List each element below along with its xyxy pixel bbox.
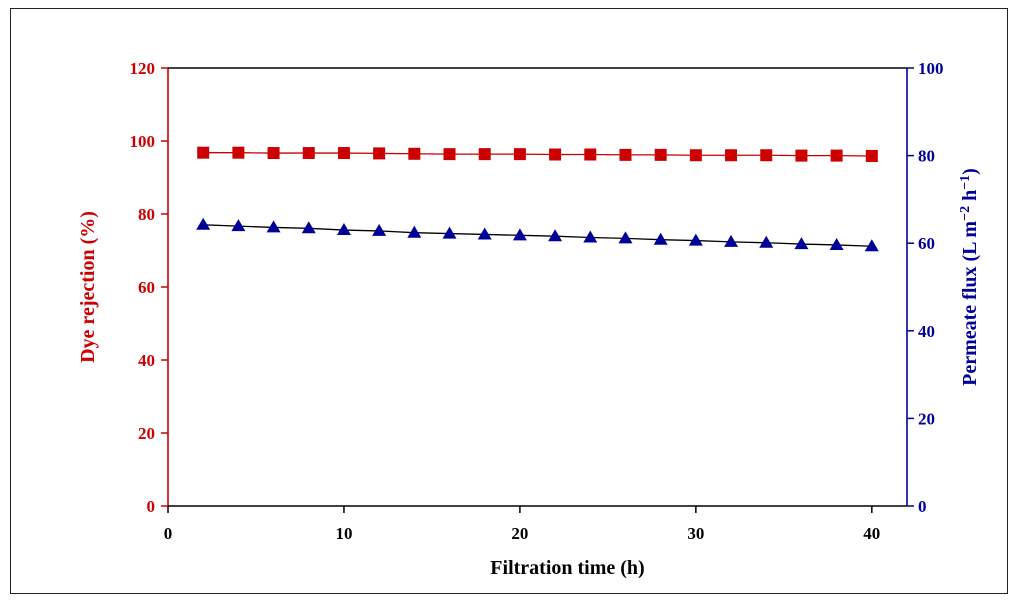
data-point-square: [478, 148, 491, 161]
y-axis-right-title: Permeate flux (L m−2 h−1): [958, 168, 981, 386]
x-tick-label: 20: [511, 524, 528, 543]
data-point-triangle: [266, 220, 281, 233]
data-point-triangle: [231, 219, 246, 232]
data-point-square: [232, 146, 245, 159]
data-point-triangle: [759, 235, 774, 248]
data-point-triangle: [583, 230, 598, 243]
data-point-square: [549, 148, 562, 161]
data-point-square: [584, 148, 597, 161]
y-right-tick-label: 100: [918, 59, 944, 78]
data-point-square: [408, 147, 421, 160]
y-right-tick-label: 40: [918, 322, 935, 341]
y-axis-left-title: Dye rejection (%): [77, 211, 99, 363]
y-right-tick-label: 20: [918, 409, 935, 428]
data-point-triangle: [477, 227, 492, 240]
data-point-square: [373, 147, 386, 160]
data-point-square: [865, 149, 878, 162]
y-left-tick-label: 100: [130, 132, 156, 151]
data-point-triangle: [196, 217, 211, 230]
data-point-triangle: [442, 226, 457, 239]
x-tick-label: 30: [687, 524, 704, 543]
y-left-tick-label: 60: [138, 278, 155, 297]
data-point-triangle: [407, 225, 422, 238]
y-right-tick-label: 60: [918, 234, 935, 253]
data-point-triangle: [548, 229, 563, 242]
data-point-square: [725, 149, 738, 162]
data-point-triangle: [336, 223, 351, 236]
data-point-square: [197, 146, 210, 159]
x-axis-title: Filtration time (h): [490, 557, 644, 579]
data-point-triangle: [688, 233, 703, 246]
data-point-square: [302, 147, 315, 160]
data-point-square: [654, 148, 667, 161]
y-axis-right-title-part: −1: [958, 175, 973, 190]
y-right-tick-label: 0: [918, 497, 927, 516]
data-point-triangle: [512, 228, 527, 241]
data-point-square: [689, 149, 702, 162]
data-point-square: [760, 149, 773, 162]
data-point-square: [795, 149, 808, 162]
x-tick-label: 0: [164, 524, 173, 543]
x-tick-label: 10: [335, 524, 352, 543]
data-point-triangle: [794, 237, 809, 250]
series-2-line: [203, 224, 872, 247]
data-point-triangle: [829, 237, 844, 250]
data-point-triangle: [618, 231, 633, 244]
data-point-triangle: [653, 232, 668, 245]
data-point-triangle: [372, 223, 387, 236]
y-left-tick-label: 120: [130, 59, 156, 78]
data-point-square: [267, 147, 280, 160]
y-right-tick-label: 80: [918, 147, 935, 166]
y-left-tick-label: 40: [138, 351, 155, 370]
y-left-tick-label: 0: [147, 497, 156, 516]
y-axis-right-title-part: −2: [958, 206, 973, 221]
data-point-square: [337, 147, 350, 160]
y-axis-right-title-part: ): [959, 168, 981, 175]
data-point-square: [830, 149, 843, 162]
y-left-tick-label: 20: [138, 424, 155, 443]
data-point-square: [443, 148, 456, 161]
y-left-tick-label: 80: [138, 205, 155, 224]
axes: 0 10 20 30 40 0 20 40 60 80 100 120 0 20 40 60 80 100: [130, 59, 944, 543]
data-point-square: [513, 148, 526, 161]
data-point-triangle: [301, 221, 316, 234]
x-tick-label: 40: [863, 524, 880, 543]
chart-frame: [10, 8, 1008, 594]
data-point-square: [619, 148, 632, 161]
y-axis-right-title-part: h: [959, 190, 981, 206]
y-axis-right-title-part: Permeate flux (L m: [959, 221, 981, 386]
data-point-triangle: [864, 239, 879, 252]
series-layer: [196, 146, 879, 252]
data-point-triangle: [724, 234, 739, 247]
